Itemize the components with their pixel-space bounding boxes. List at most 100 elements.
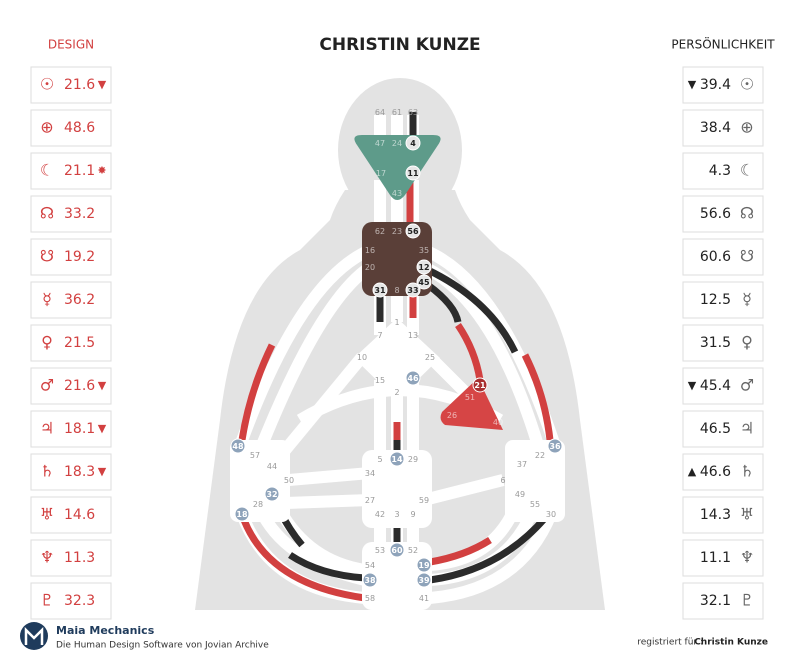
planet-symbol: ♀ [741,333,753,352]
activation-value: 18.1 [64,421,95,437]
design-label: DESIGN [48,38,94,52]
planet-row [30,238,112,276]
planet-symbol: ☾ [40,161,54,180]
planet-symbol: ⊕ [40,118,53,137]
gate-number: 36 [549,442,561,451]
gate-number: 54 [365,561,375,570]
activation-value: 39.4 [700,77,731,93]
gate-number: 21 [474,381,486,390]
registered-label: registriert für : [637,638,703,648]
gate-number: 1 [394,318,399,327]
planet-row [30,453,112,491]
marker: ▼ [688,379,697,392]
gate-number: 62 [375,227,385,236]
gate-number: 22 [535,451,545,460]
activation-value: 32.1 [700,593,731,609]
activation-value: 32.3 [64,593,95,609]
gate-marker [405,165,421,181]
gate-number: 9 [410,510,415,519]
planet-row [682,582,764,620]
planet-symbol: ☿ [742,290,752,309]
gate-marker [416,259,432,275]
planet-row [30,324,112,362]
gate-number: 12 [418,263,429,272]
gate-number: 60 [391,546,403,555]
gate-number: 63 [408,108,418,117]
activation-value: 12.5 [700,292,731,308]
registered-name: Christin Kunze [694,638,768,648]
gate-number: 5 [377,455,382,464]
activation-value: 56.6 [700,206,731,222]
gate-number: 47 [375,139,385,148]
gate-number: 46 [407,374,419,383]
gate-number: 34 [365,469,375,478]
activation-value: 46.6 [700,464,731,480]
gate-number: 15 [375,376,385,385]
centers [230,135,565,610]
gate-number: 17 [376,169,386,178]
gate-number: 23 [392,227,402,236]
activation-value: 31.5 [700,335,731,351]
planet-row [30,539,112,577]
planet-symbol: ☊ [740,204,754,223]
marker: ▲ [688,465,697,478]
planet-symbol: ♅ [40,505,54,524]
gate-number: 13 [408,331,418,340]
planet-row [30,410,112,448]
planet-symbol: ☊ [40,204,54,223]
gate-marker [416,557,432,573]
title: CHRISTIN KUNZE [319,35,480,55]
gate-marker [405,370,421,386]
planet-row [682,496,764,534]
activation-value: 11.3 [64,550,95,566]
gate-marker [362,572,378,588]
activation-value: 21.6 [64,378,95,394]
gate-number: 32 [266,490,277,499]
activation-value: 21.5 [64,335,95,351]
planet-symbol: ♀ [41,333,53,352]
logo [20,622,48,650]
gate-number: 14 [391,455,403,464]
gate-number: 49 [515,490,525,499]
planet-row [30,66,112,104]
planet-symbol: ♆ [740,548,754,567]
gate-number: 41 [419,594,429,603]
planet-row [682,66,764,104]
gate-number: 16 [365,246,375,255]
planet-row [682,367,764,405]
gate-marker [234,506,250,522]
gate-marker [372,282,388,298]
planet-symbol: ♃ [40,419,54,438]
activation-value: 14.6 [64,507,95,523]
gate-number: 19 [418,561,430,570]
gate-number: 33 [407,286,418,295]
planet-row [682,152,764,190]
gate-number: 57 [250,451,260,460]
planet-symbol: ♇ [40,591,54,610]
gate-marker [389,542,405,558]
planet-symbol: ♄ [40,462,54,481]
marker: ▼ [98,465,107,478]
gate-number: 4 [410,139,416,148]
gate-number: 61 [392,108,402,117]
planet-symbol: ☿ [42,290,52,309]
planet-row [30,195,112,233]
gate-marker [405,223,421,239]
gate-number: 45 [418,278,430,287]
gate-number: 58 [365,594,375,603]
gate-number: 7 [377,331,382,340]
gate-number: 6 [500,476,505,485]
gate-number: 25 [425,353,435,362]
gate-number: 38 [364,576,376,585]
planet-row [30,109,112,147]
planet-symbol: ♃ [740,419,754,438]
planet-row [682,195,764,233]
planet-symbol: ♂ [40,376,54,395]
gate-marker [230,438,246,454]
marker: ▼ [98,422,107,435]
gate-number: 42 [375,510,385,519]
gate-number: 35 [419,246,429,255]
activation-value: 45.4 [700,378,731,394]
activation-value: 38.4 [700,120,731,136]
